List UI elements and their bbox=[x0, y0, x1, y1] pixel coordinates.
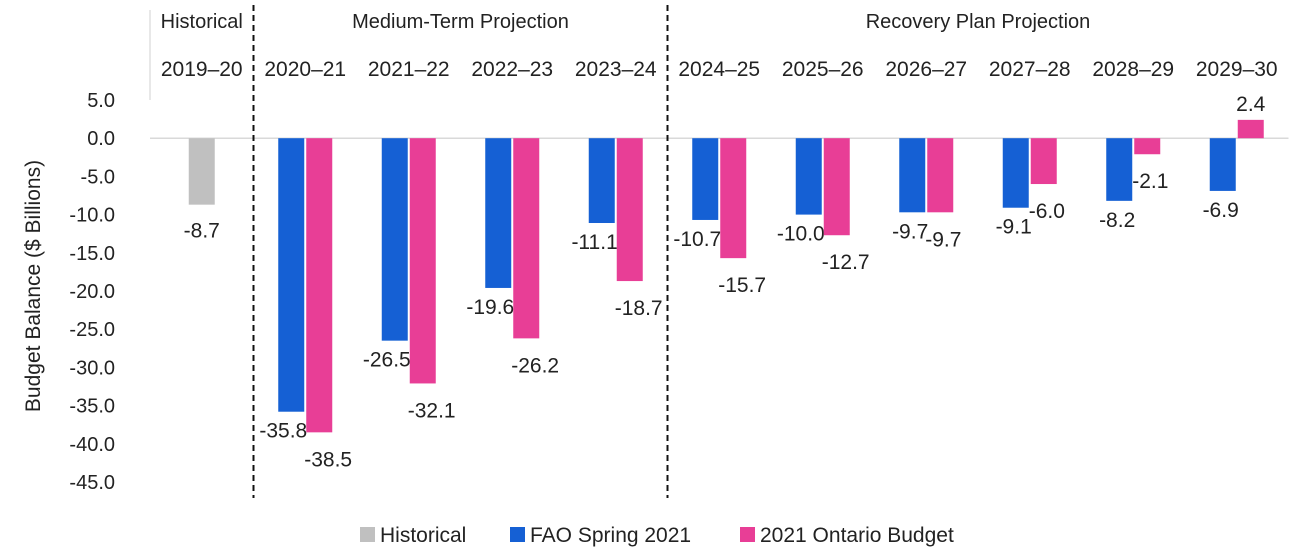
data-label: -19.6 bbox=[466, 296, 514, 319]
y-tick-label: 5.0 bbox=[87, 90, 115, 112]
legend-swatch bbox=[740, 527, 755, 542]
bar bbox=[409, 138, 436, 384]
data-label: -11.1 bbox=[571, 231, 617, 254]
bar bbox=[588, 138, 615, 224]
category-label: 2023–24 bbox=[575, 58, 657, 81]
bar bbox=[795, 138, 822, 215]
bar bbox=[823, 138, 850, 236]
bar bbox=[1134, 138, 1161, 155]
category-label: 2024–25 bbox=[678, 58, 760, 81]
data-label: -10.0 bbox=[777, 223, 825, 246]
data-label: -38.5 bbox=[304, 448, 352, 471]
category-label: 2022–23 bbox=[471, 58, 553, 81]
y-tick-label: -40.0 bbox=[69, 434, 115, 456]
y-tick-label: -45.0 bbox=[69, 472, 115, 494]
y-tick-label: -30.0 bbox=[69, 357, 115, 379]
data-label: -12.7 bbox=[822, 251, 870, 274]
data-label: -6.9 bbox=[1203, 199, 1239, 222]
y-axis-label: Budget Balance ($ Billions) bbox=[22, 160, 45, 412]
bar bbox=[899, 138, 926, 213]
bar bbox=[485, 138, 512, 288]
data-label: -9.7 bbox=[892, 220, 928, 243]
legend-label: FAO Spring 2021 bbox=[530, 524, 691, 547]
bar bbox=[692, 138, 719, 220]
data-label: -15.7 bbox=[718, 274, 766, 297]
legend-swatch bbox=[510, 527, 525, 542]
y-tick-label: -35.0 bbox=[69, 396, 115, 418]
y-tick-label: 0.0 bbox=[87, 128, 115, 150]
category-label: 2027–28 bbox=[989, 58, 1071, 81]
bar bbox=[381, 138, 408, 341]
category-label: 2020–21 bbox=[264, 58, 346, 81]
data-label: -10.7 bbox=[673, 228, 721, 251]
bar bbox=[188, 138, 215, 205]
y-tick-label: -10.0 bbox=[69, 205, 115, 227]
category-label: 2026–27 bbox=[885, 58, 967, 81]
bar bbox=[720, 138, 747, 259]
legend-label: 2021 Ontario Budget bbox=[760, 524, 954, 547]
data-label: 2.4 bbox=[1236, 93, 1266, 116]
data-label: -9.7 bbox=[925, 228, 961, 251]
data-label: -18.7 bbox=[615, 297, 663, 320]
category-label: 2028–29 bbox=[1092, 58, 1174, 81]
category-label: 2021–22 bbox=[368, 58, 450, 81]
bar bbox=[1209, 138, 1236, 191]
data-label: -35.8 bbox=[259, 420, 307, 443]
data-label: -32.1 bbox=[408, 399, 456, 422]
data-label: -8.7 bbox=[184, 220, 220, 243]
section-label: Historical bbox=[161, 11, 243, 33]
bar bbox=[1030, 138, 1057, 185]
bar bbox=[927, 138, 954, 213]
bar bbox=[1002, 138, 1029, 208]
data-label: -2.1 bbox=[1132, 170, 1168, 193]
bar bbox=[513, 138, 540, 339]
bar bbox=[616, 138, 643, 282]
bar bbox=[1237, 119, 1264, 139]
bar bbox=[306, 138, 333, 433]
category-label: 2025–26 bbox=[782, 58, 864, 81]
data-label: -9.1 bbox=[996, 216, 1032, 239]
data-label: -6.0 bbox=[1029, 200, 1065, 223]
data-label: -8.2 bbox=[1099, 209, 1135, 232]
legend-label: Historical bbox=[380, 524, 466, 547]
bar bbox=[278, 138, 305, 412]
bar bbox=[1106, 138, 1133, 201]
y-tick-label: -20.0 bbox=[69, 281, 115, 303]
y-tick-label: -25.0 bbox=[69, 319, 115, 341]
data-label: -26.2 bbox=[511, 354, 559, 377]
category-label: 2019–20 bbox=[161, 58, 243, 81]
category-label: 2029–30 bbox=[1196, 58, 1278, 81]
y-tick-label: -5.0 bbox=[81, 166, 115, 188]
legend-swatch bbox=[360, 527, 375, 542]
data-label: -26.5 bbox=[363, 349, 411, 372]
section-label: Recovery Plan Projection bbox=[866, 11, 1091, 33]
y-tick-label: -15.0 bbox=[69, 243, 115, 265]
section-label: Medium-Term Projection bbox=[352, 11, 569, 33]
